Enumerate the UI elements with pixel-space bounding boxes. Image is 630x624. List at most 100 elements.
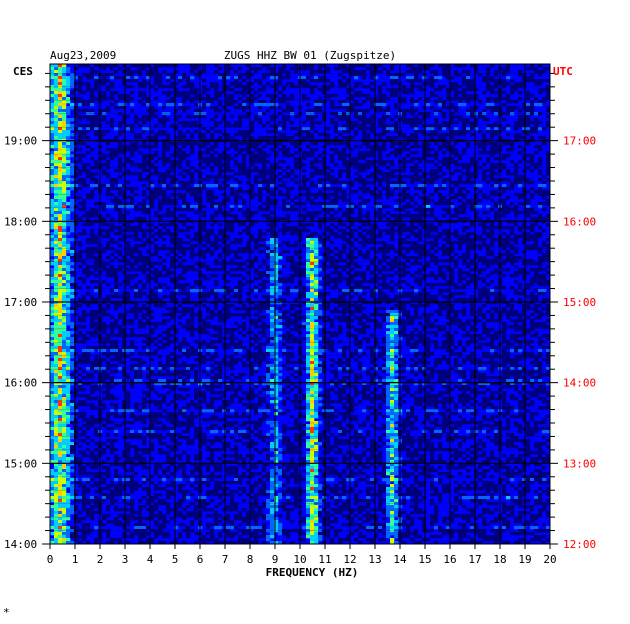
heatmap-cell [378, 154, 383, 158]
heatmap-cell [86, 64, 91, 68]
heatmap-cell [106, 172, 111, 176]
heatmap-cell [350, 148, 355, 152]
heatmap-cell [506, 211, 511, 215]
heatmap-cell [522, 235, 527, 239]
heatmap-cell [430, 175, 435, 179]
heatmap-cell [346, 208, 351, 212]
heatmap-cell [314, 106, 319, 110]
heatmap-cell [210, 253, 215, 257]
heatmap-cell [78, 187, 83, 191]
heatmap-cell [86, 127, 91, 131]
heatmap-cell [462, 208, 467, 212]
heatmap-cell [526, 181, 531, 185]
heatmap-cell [54, 70, 59, 74]
heatmap-cell [470, 274, 475, 278]
heatmap-cell [386, 160, 391, 164]
heatmap-cell [522, 118, 527, 122]
heatmap-cell [510, 85, 515, 89]
heatmap-cell [474, 67, 479, 71]
heatmap-cell [310, 91, 315, 95]
heatmap-cell [190, 205, 195, 209]
heatmap-cell [470, 232, 475, 236]
heatmap-cell [382, 244, 387, 248]
heatmap-cell [514, 178, 519, 182]
heatmap-cell [418, 118, 423, 122]
heatmap-cell [310, 244, 315, 248]
heatmap-cell [350, 163, 355, 167]
heatmap-cell [314, 184, 319, 188]
heatmap-cell [162, 265, 167, 269]
heatmap-cell [146, 238, 151, 242]
heatmap-cell [502, 157, 507, 161]
heatmap-cell [182, 193, 187, 197]
heatmap-cell [50, 232, 55, 236]
heatmap-cell [334, 199, 339, 203]
heatmap-cell [154, 196, 159, 200]
heatmap-cell [446, 247, 451, 251]
heatmap-cell [290, 127, 295, 131]
heatmap-cell [290, 109, 295, 113]
heatmap-cell [362, 190, 367, 194]
heatmap-cell [242, 190, 247, 194]
heatmap-cell [338, 223, 343, 227]
heatmap-cell [510, 145, 515, 149]
heatmap-cell [470, 277, 475, 281]
heatmap-cell [170, 211, 175, 215]
heatmap-cell [174, 184, 179, 188]
heatmap-cell [278, 229, 283, 233]
heatmap-cell [378, 241, 383, 245]
heatmap-cell [110, 241, 115, 245]
heatmap-cell [530, 79, 535, 83]
heatmap-cell [334, 196, 339, 200]
heatmap-cell [394, 142, 399, 146]
heatmap-cell [250, 82, 255, 86]
heatmap-cell [58, 271, 63, 275]
heatmap-cell [534, 97, 539, 101]
heatmap-cell [218, 169, 223, 173]
heatmap-cell [422, 82, 427, 86]
heatmap-cell [330, 85, 335, 89]
heatmap-cell [70, 178, 75, 182]
heatmap-cell [470, 124, 475, 128]
heatmap-cell [486, 79, 491, 83]
heatmap-cell [362, 73, 367, 77]
heatmap-cell [86, 88, 91, 92]
heatmap-cell [378, 88, 383, 92]
heatmap-cell [238, 118, 243, 122]
heatmap-cell [54, 166, 59, 170]
heatmap-cell [422, 115, 427, 119]
heatmap-cell [370, 271, 375, 275]
heatmap-cell [482, 76, 487, 80]
heatmap-cell [54, 271, 59, 275]
heatmap-cell [346, 109, 351, 113]
heatmap-cell [130, 109, 135, 113]
heatmap-cell [182, 277, 187, 281]
heatmap-cell [342, 76, 347, 80]
heatmap-cell [54, 214, 59, 218]
heatmap-cell [458, 211, 463, 215]
heatmap-cell [394, 256, 399, 260]
heatmap-cell [282, 76, 287, 80]
heatmap-cell [70, 229, 75, 233]
heatmap-cell [78, 154, 83, 158]
heatmap-cell [338, 217, 343, 221]
heatmap-cell [314, 271, 319, 275]
heatmap-cell [170, 160, 175, 164]
heatmap-cell [522, 73, 527, 77]
heatmap-cell [242, 262, 247, 266]
heatmap-cell [62, 202, 67, 206]
heatmap-cell [378, 190, 383, 194]
heatmap-cell [370, 76, 375, 80]
heatmap-cell [334, 211, 339, 215]
heatmap-cell [542, 208, 547, 212]
heatmap-cell [362, 154, 367, 158]
heatmap-cell [386, 256, 391, 260]
heatmap-cell [542, 193, 547, 197]
heatmap-cell [426, 196, 431, 200]
heatmap-cell [382, 103, 387, 107]
heatmap-cell [350, 124, 355, 128]
heatmap-cell [110, 154, 115, 158]
heatmap-cell [82, 166, 87, 170]
heatmap-cell [326, 217, 331, 221]
heatmap-cell [410, 70, 415, 74]
